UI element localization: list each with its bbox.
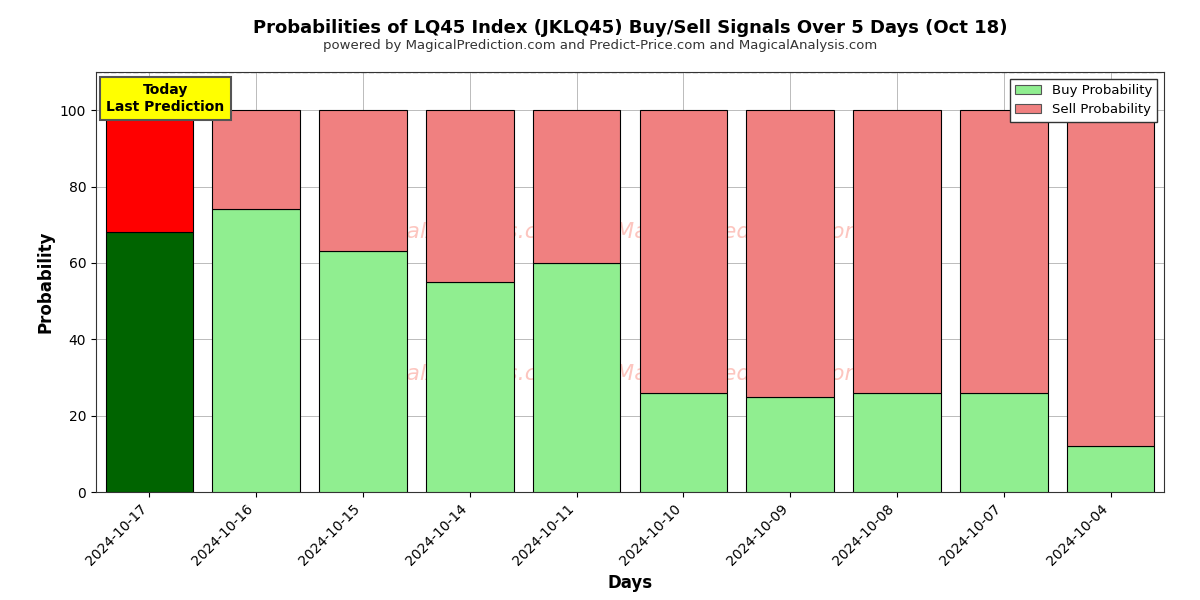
Legend: Buy Probability, Sell Probability: Buy Probability, Sell Probability	[1009, 79, 1158, 122]
Bar	[533, 110, 620, 263]
Text: calAnalysis.com      MagicalPrediction.com: calAnalysis.com MagicalPrediction.com	[394, 364, 866, 385]
Text: Today
Last Prediction: Today Last Prediction	[107, 83, 224, 113]
Bar	[212, 209, 300, 492]
X-axis label: Days: Days	[607, 574, 653, 592]
Title: Probabilities of LQ45 Index (JKLQ45) Buy/Sell Signals Over 5 Days (Oct 18): Probabilities of LQ45 Index (JKLQ45) Buy…	[253, 19, 1007, 37]
Bar	[533, 263, 620, 492]
Bar	[212, 110, 300, 209]
Text: powered by MagicalPrediction.com and Predict-Price.com and MagicalAnalysis.com: powered by MagicalPrediction.com and Pre…	[323, 38, 877, 52]
Bar	[1067, 446, 1154, 492]
Bar	[106, 110, 193, 232]
Bar	[853, 393, 941, 492]
Bar	[426, 110, 514, 282]
Bar	[319, 110, 407, 251]
Bar	[746, 397, 834, 492]
Bar	[426, 282, 514, 492]
Bar	[746, 110, 834, 397]
Bar	[640, 393, 727, 492]
Bar	[960, 110, 1048, 393]
Bar	[960, 393, 1048, 492]
Bar	[853, 110, 941, 393]
Bar	[640, 110, 727, 393]
Text: calAnalysis.com      MagicalPrediction.com: calAnalysis.com MagicalPrediction.com	[394, 221, 866, 242]
Bar	[1067, 110, 1154, 446]
Bar	[106, 232, 193, 492]
Y-axis label: Probability: Probability	[36, 231, 54, 333]
Bar	[319, 251, 407, 492]
